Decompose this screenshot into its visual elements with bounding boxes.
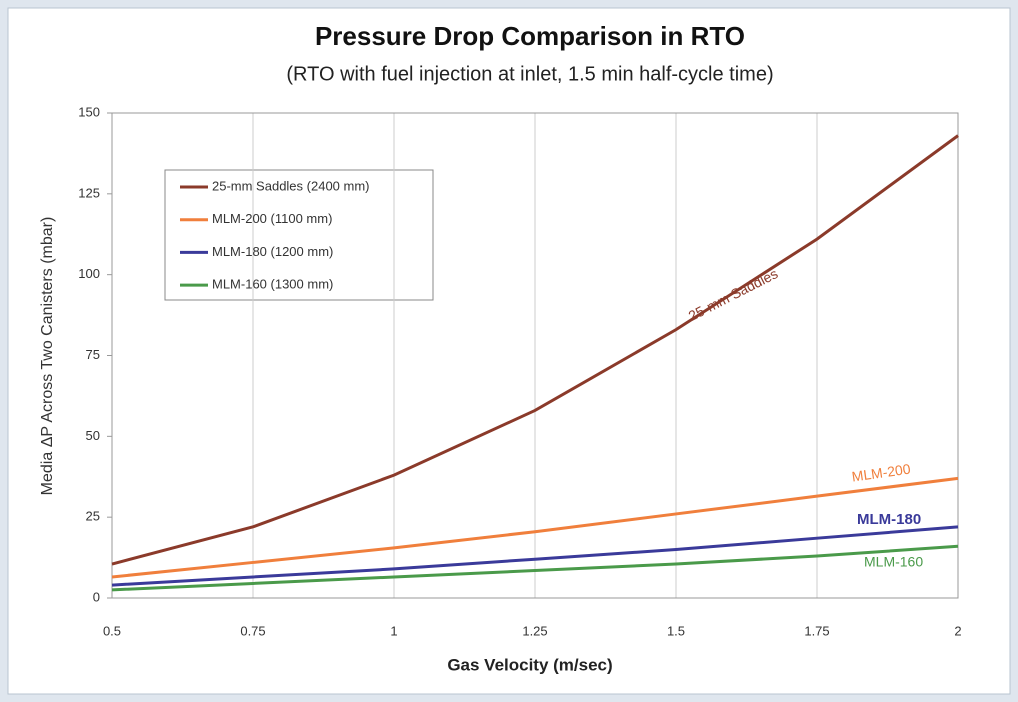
y-tick-label: 150: [78, 104, 100, 119]
legend-label: MLM-180 (1200 mm): [212, 244, 333, 259]
x-axis-label: Gas Velocity (m/sec): [447, 655, 612, 674]
annotation: MLM-180: [857, 511, 921, 528]
legend-label: 25-mm Saddles (2400 mm): [212, 178, 370, 193]
series-line: [111, 134, 959, 566]
y-tick-label: 100: [78, 266, 100, 281]
y-tick-label: 75: [86, 347, 100, 362]
y-tick-label: 50: [86, 428, 100, 443]
legend-label: MLM-160 (1300 mm): [212, 277, 333, 292]
y-tick-label: 0: [93, 589, 100, 604]
y-tick-label: 25: [86, 509, 100, 524]
series-line: [111, 544, 959, 592]
x-tick-label: 1.75: [804, 623, 829, 638]
annotation: MLM-160: [864, 554, 923, 570]
chart-subtitle: (RTO with fuel injection at inlet, 1.5 m…: [286, 63, 773, 85]
y-axis-label: Media ΔP Across Two Canisters (mbar): [39, 217, 56, 496]
legend: [164, 169, 434, 301]
x-tick-label: 1: [390, 623, 397, 638]
legend-label: MLM-200 (1100 mm): [212, 211, 332, 226]
series-line: [111, 476, 959, 579]
frame: [7, 7, 1011, 695]
x-tick-label: 2: [954, 623, 961, 638]
x-tick-label: 0.75: [240, 623, 265, 638]
series-line: [111, 525, 959, 587]
chart-title: Pressure Drop Comparison in RTO: [315, 21, 745, 51]
y-tick-label: 125: [78, 185, 100, 200]
x-tick-label: 1.5: [667, 623, 685, 638]
x-tick-label: 1.25: [522, 623, 547, 638]
x-tick-label: 0.5: [103, 623, 121, 638]
